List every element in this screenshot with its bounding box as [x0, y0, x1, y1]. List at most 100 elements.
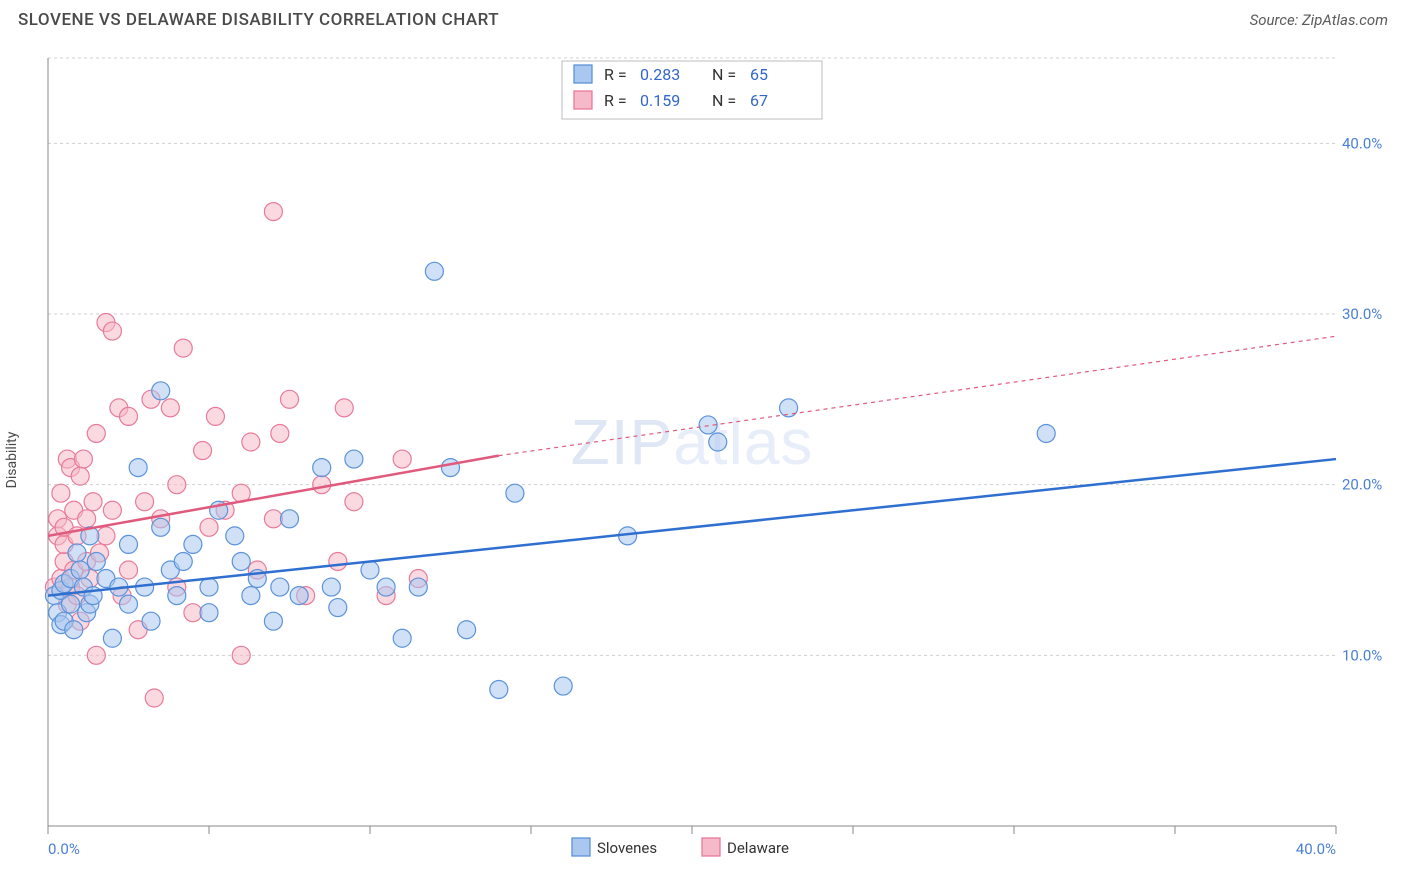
scatter-point	[554, 677, 572, 695]
scatter-point	[242, 433, 260, 451]
scatter-point	[87, 552, 105, 570]
x-axis-tick-label: 40.0%	[1296, 840, 1336, 858]
scatter-point	[780, 399, 798, 417]
scatter-point	[232, 552, 250, 570]
scatter-point	[329, 599, 347, 617]
scatter-point	[271, 578, 289, 596]
scatter-point	[74, 450, 92, 468]
scatter-point	[65, 621, 83, 639]
scatter-point	[490, 680, 508, 698]
scatter-point	[78, 510, 96, 528]
scatter-point	[345, 450, 363, 468]
stats-legend	[562, 61, 822, 119]
scatter-point	[206, 407, 224, 425]
scatter-point	[87, 646, 105, 664]
scatter-point	[120, 595, 138, 613]
scatter-point	[161, 399, 179, 417]
legend-R-label: R =	[604, 91, 627, 110]
scatter-point	[194, 442, 212, 460]
x-axis-tick-label: 0.0%	[48, 840, 80, 858]
scatter-point	[152, 382, 170, 400]
scatter-point	[335, 399, 353, 417]
scatter-point	[184, 535, 202, 553]
scatter-point	[71, 561, 89, 579]
scatter-point	[68, 544, 86, 562]
svg-text:ZIPatlas: ZIPatlas	[571, 406, 814, 478]
scatter-point	[377, 578, 395, 596]
scatter-chart: ZIPatlas 0.0% 40.0% 10.0% 20.0% 30.0% 40.0% R =…	[18, 46, 1388, 874]
legend-series-label: Slovenes	[597, 839, 657, 857]
scatter-point	[84, 493, 102, 511]
scatter-point	[200, 518, 218, 536]
scatter-point	[271, 424, 289, 442]
scatter-point	[313, 459, 331, 477]
scatter-point	[322, 578, 340, 596]
y-axis-tick-label: 20.0%	[1342, 476, 1382, 494]
scatter-point	[174, 552, 192, 570]
scatter-point	[103, 322, 121, 340]
legend-N-value: 65	[750, 65, 768, 84]
scatter-point	[174, 339, 192, 357]
scatter-point	[442, 459, 460, 477]
scatter-point	[152, 518, 170, 536]
scatter-point	[458, 621, 476, 639]
scatter-point	[129, 459, 147, 477]
scatter-point	[200, 604, 218, 622]
scatter-point	[200, 578, 218, 596]
scatter-point	[264, 510, 282, 528]
scatter-point	[361, 561, 379, 579]
legend-N-label: N =	[712, 91, 736, 110]
scatter-point	[142, 612, 160, 630]
legend-N-value: 67	[750, 91, 768, 110]
scatter-point	[120, 407, 138, 425]
scatter-point	[409, 578, 427, 596]
scatter-point	[97, 527, 115, 545]
scatter-point	[71, 467, 89, 485]
scatter-point	[393, 629, 411, 647]
scatter-point	[168, 587, 186, 605]
legend-swatch	[572, 838, 590, 856]
legend-swatch	[574, 91, 592, 109]
y-axis-tick-label: 40.0%	[1342, 134, 1382, 152]
scatter-point	[264, 612, 282, 630]
chart-container: Disability ZIPatlas0.0%40.0%10.0%20.0%30…	[18, 46, 1388, 874]
y-axis-label: Disability	[4, 432, 20, 489]
scatter-point	[264, 203, 282, 221]
scatter-point	[393, 450, 411, 468]
scatter-point	[103, 501, 121, 519]
scatter-point	[145, 689, 163, 707]
scatter-point	[290, 587, 308, 605]
scatter-point	[329, 552, 347, 570]
scatter-point	[281, 390, 299, 408]
scatter-point	[184, 604, 202, 622]
scatter-point	[103, 629, 121, 647]
scatter-point	[425, 262, 443, 280]
scatter-point	[62, 595, 80, 613]
scatter-point	[226, 527, 244, 545]
legend-R-label: R =	[604, 65, 627, 84]
trend-line-slovenes	[48, 459, 1336, 596]
scatter-point	[52, 484, 70, 502]
scatter-point	[168, 476, 186, 494]
legend-swatch	[574, 65, 592, 83]
chart-title: SLOVENE VS DELAWARE DISABILITY CORRELATI…	[18, 10, 499, 30]
y-axis-tick-label: 30.0%	[1342, 305, 1382, 323]
source-attribution: Source: ZipAtlas.com	[1250, 11, 1388, 29]
scatter-point	[87, 424, 105, 442]
y-axis-tick-label: 10.0%	[1342, 646, 1382, 664]
scatter-point	[120, 535, 138, 553]
scatter-point	[242, 587, 260, 605]
scatter-point	[281, 510, 299, 528]
scatter-point	[313, 476, 331, 494]
legend-swatch	[702, 838, 720, 856]
legend-R-value: 0.159	[640, 91, 680, 110]
scatter-point	[709, 433, 727, 451]
scatter-point	[120, 561, 138, 579]
scatter-point	[506, 484, 524, 502]
legend-N-label: N =	[712, 65, 736, 84]
legend-series-label: Delaware	[727, 839, 789, 857]
scatter-point	[1037, 424, 1055, 442]
scatter-point	[232, 646, 250, 664]
legend-R-value: 0.283	[640, 65, 680, 84]
scatter-point	[345, 493, 363, 511]
